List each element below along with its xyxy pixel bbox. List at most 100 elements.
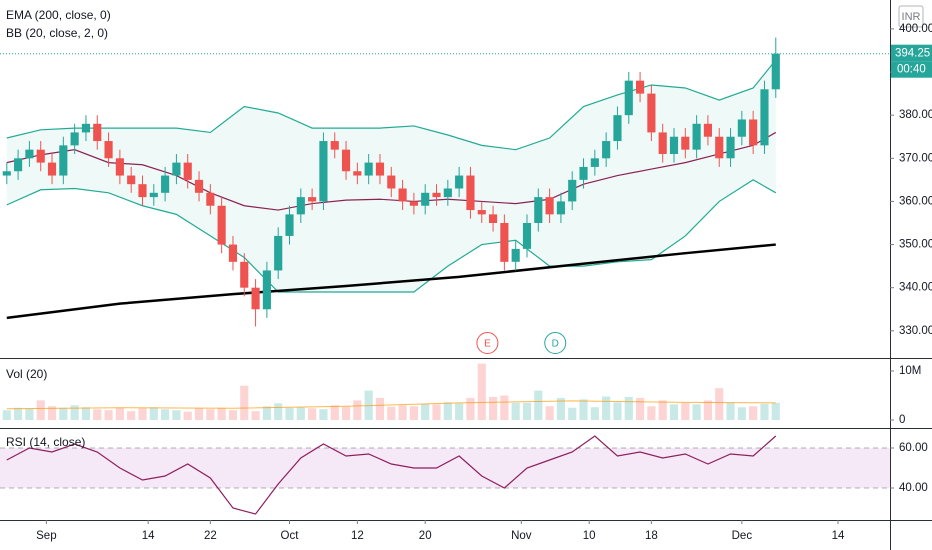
y-tick-label: 330.00 <box>899 325 932 337</box>
volume-bar <box>93 409 102 421</box>
candle-body <box>274 235 283 271</box>
volume-bar <box>70 405 79 421</box>
candle-body <box>387 175 396 189</box>
volume-bar <box>262 406 271 421</box>
candle-body <box>511 248 520 262</box>
volume-bar <box>466 397 475 421</box>
last-price-box <box>891 44 932 62</box>
volume-bar <box>319 409 328 421</box>
candle-body <box>669 136 679 154</box>
currency-box[interactable] <box>898 5 924 28</box>
volume-bar <box>647 406 656 421</box>
volume-bar <box>737 407 746 421</box>
volume-bar <box>387 406 396 421</box>
rsi-line <box>6 435 777 515</box>
volume-bar <box>477 363 486 421</box>
volume-bar <box>500 395 509 421</box>
x-tick-label: 10 <box>583 530 596 542</box>
event-marker <box>544 332 567 354</box>
candle-body <box>81 123 91 133</box>
candle-body <box>319 141 328 202</box>
candle-body <box>726 136 735 159</box>
volume-bar <box>2 410 11 421</box>
last-price: 394.25 <box>895 48 930 60</box>
legend-bb[interactable]: BB (20, close, 2, 0) <box>6 26 108 40</box>
legend-ema[interactable]: EMA (200, close, 0) <box>6 8 111 22</box>
y-tick-label: 380.00 <box>899 109 932 121</box>
candle-body <box>183 162 192 180</box>
candle-body <box>14 158 23 172</box>
candle-body <box>409 201 418 206</box>
volume-bar <box>104 410 113 421</box>
candle-body <box>443 188 452 198</box>
candle-body <box>296 197 305 215</box>
y-tick-label: 10M <box>899 365 921 377</box>
candle-body <box>161 175 170 193</box>
y-tick-label: 400.00 <box>899 23 932 35</box>
legend-volume[interactable]: Vol (20) <box>6 367 47 381</box>
candle-body <box>251 287 260 310</box>
volume-bar <box>760 403 769 421</box>
candle-body <box>760 89 769 146</box>
candle-body <box>692 123 701 150</box>
candle-body <box>36 149 45 163</box>
candle-body <box>240 261 249 288</box>
event-label: E <box>484 339 491 350</box>
volume-bar <box>341 406 351 421</box>
volume-bar <box>455 403 464 421</box>
candle-body <box>217 205 226 245</box>
x-tick-label: 14 <box>142 530 155 542</box>
volume-bar <box>161 409 170 421</box>
volume-bar <box>47 406 57 421</box>
volume-bar <box>522 402 532 421</box>
volume-bar <box>681 402 690 421</box>
volume-bar <box>409 406 418 421</box>
candle-body <box>636 80 645 94</box>
candle-body <box>398 188 407 202</box>
countdown-box <box>891 61 932 78</box>
volume-bar <box>115 407 124 421</box>
x-tick-label: 20 <box>419 530 432 542</box>
candle-body <box>579 166 588 180</box>
volume-bar <box>556 397 565 421</box>
legend-rsi[interactable]: RSI (14, close) <box>6 435 85 449</box>
candle-body <box>421 192 430 206</box>
volume-bar <box>149 407 158 421</box>
currency[interactable]: INR <box>902 11 921 23</box>
volume-bar <box>421 403 430 421</box>
candle-body <box>330 141 339 150</box>
event-marker <box>476 332 499 354</box>
volume-bar <box>636 397 645 421</box>
y-tick-label: 370.00 <box>899 152 932 164</box>
volume-bar <box>398 405 407 421</box>
x-tick-label: 14 <box>832 530 845 542</box>
volume-bar <box>443 402 452 421</box>
candle-body <box>545 197 554 215</box>
volume-ma <box>6 400 776 410</box>
candle-body <box>749 119 758 146</box>
volume-bar <box>602 396 611 421</box>
candle-body <box>658 132 667 154</box>
volume-bar <box>127 411 136 421</box>
candle-body <box>602 141 611 159</box>
volume-bar <box>194 408 204 421</box>
candle-body <box>488 214 498 223</box>
volume-bar <box>240 385 249 421</box>
volume-bar <box>534 390 543 421</box>
volume-bar <box>353 400 362 421</box>
candle-body <box>590 158 599 167</box>
volume-bar <box>59 407 68 421</box>
ema-line <box>6 243 776 320</box>
candle-body <box>115 158 124 176</box>
volume-bar <box>590 407 599 421</box>
candle-body <box>681 136 690 150</box>
candle-body <box>341 149 351 172</box>
candle-body <box>353 171 362 176</box>
candle-body <box>477 210 486 215</box>
volume-bar <box>715 388 724 421</box>
volume-bar <box>330 405 339 421</box>
volume-bar <box>692 404 701 421</box>
